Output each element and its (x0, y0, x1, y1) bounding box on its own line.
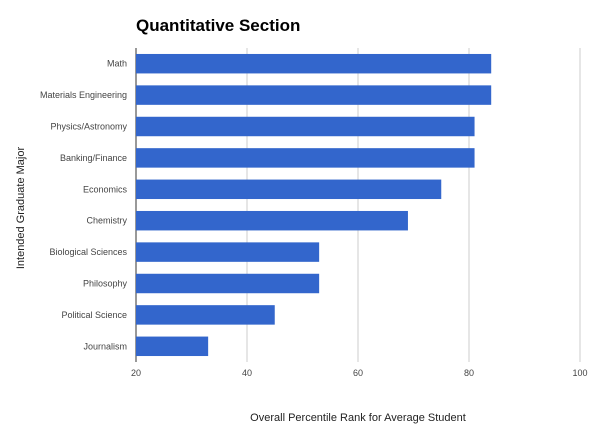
x-tick-label: 40 (242, 368, 252, 378)
bar[interactable] (136, 148, 475, 168)
x-tick-labels: 20 40 60 80 100 (131, 368, 588, 378)
bar[interactable] (136, 273, 320, 294)
bar[interactable] (136, 179, 442, 200)
y-axis-title: Intended Graduate Major (15, 147, 27, 270)
chart-title: Quantitative Section (136, 16, 300, 35)
x-axis-title: Overall Percentile Rank for Average Stud… (250, 412, 466, 424)
category-label: Journalism (83, 341, 127, 351)
x-tick-label: 100 (572, 368, 587, 378)
category-label: Chemistry (86, 216, 127, 226)
bar[interactable] (136, 336, 209, 357)
category-label: Materials Engineering (40, 90, 127, 100)
bar[interactable] (136, 85, 492, 105)
category-label: Biological Sciences (49, 247, 127, 257)
bar[interactable] (136, 305, 275, 325)
x-tick-label: 80 (464, 368, 474, 378)
bar[interactable] (136, 210, 408, 231)
category-label: Philosophy (83, 279, 128, 289)
bar[interactable] (136, 242, 320, 262)
category-label: Banking/Finance (60, 153, 127, 163)
category-labels: Math Materials Engineering Physics/Astrono… (40, 59, 128, 352)
bars (136, 53, 492, 357)
bar[interactable] (136, 53, 492, 74)
category-label: Economics (83, 184, 128, 194)
bar[interactable] (136, 116, 475, 137)
x-tick-label: 60 (353, 368, 363, 378)
category-label: Math (107, 59, 127, 69)
category-label: Political Science (61, 310, 127, 320)
x-tick-label: 20 (131, 368, 141, 378)
category-label: Physics/Astronomy (50, 122, 127, 132)
